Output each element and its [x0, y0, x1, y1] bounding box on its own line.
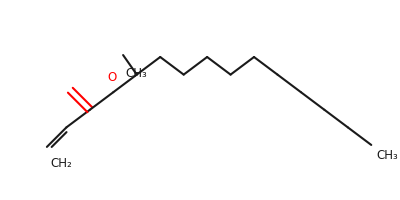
Text: CH₃: CH₃ — [376, 149, 398, 162]
Text: CH₂: CH₂ — [51, 157, 72, 170]
Text: CH₃: CH₃ — [125, 67, 147, 80]
Text: O: O — [108, 71, 117, 84]
